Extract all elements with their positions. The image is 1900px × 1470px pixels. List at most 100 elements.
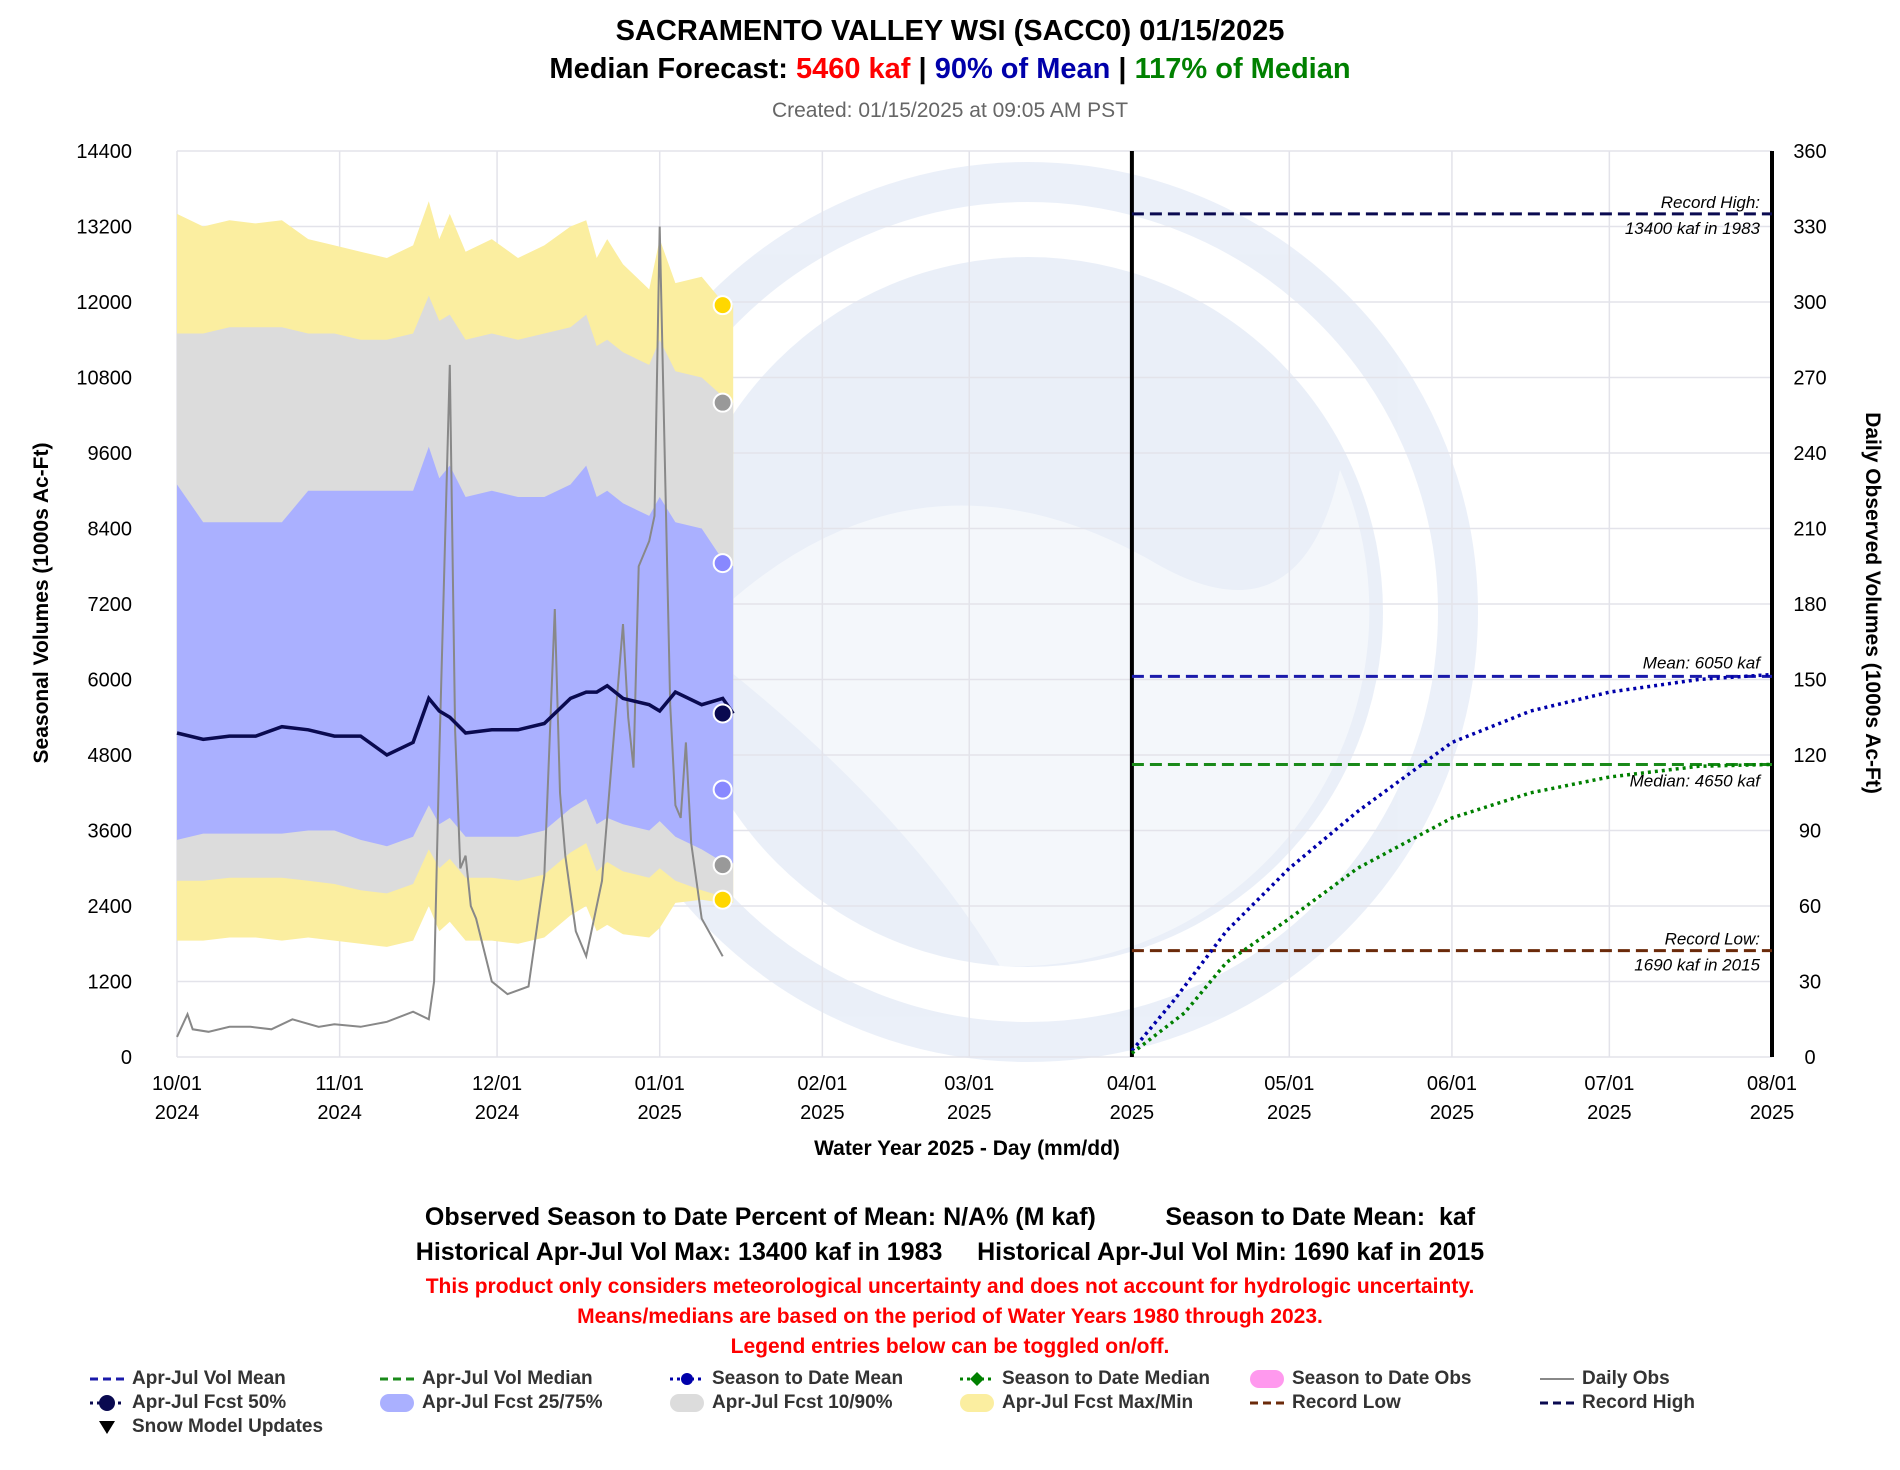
y2-tick-label: 180 [1793, 594, 1826, 616]
x-tick-year: 2025 [800, 1102, 845, 1124]
x-tick-year: 2025 [1587, 1102, 1632, 1124]
x-tick-year: 2025 [1750, 1102, 1795, 1124]
x-tick-year: 2025 [1110, 1102, 1155, 1124]
chart-subtitle: Median Forecast: 5460 kaf | 90% of Mean … [549, 53, 1350, 85]
y-tick-label: 14400 [76, 141, 132, 163]
y-tick-label: 6000 [88, 670, 133, 692]
y-tick-label: 9600 [88, 443, 133, 465]
x-tick-year: 2024 [155, 1102, 200, 1124]
legend-swatch [1250, 1370, 1284, 1388]
legend-swatch [380, 1394, 414, 1412]
y-tick-label: 1200 [88, 972, 133, 994]
y2-axis-title: Daily Observed Volumes (1000s Ac-Ft) [1861, 412, 1884, 794]
y2-tick-label: 150 [1793, 670, 1826, 692]
x-tick-label: 10/01 [152, 1073, 202, 1095]
x-tick-year: 2025 [1430, 1102, 1475, 1124]
separator-1: | [910, 53, 934, 85]
legend-label: Apr-Jul Vol Mean [132, 1368, 286, 1389]
y-tick-label: 8400 [88, 519, 133, 541]
legend: Apr-Jul Vol Mean Apr-Jul Vol Median Season… [88, 1367, 1848, 1447]
y2-tick-label: 300 [1793, 292, 1826, 314]
y-tick-label: 0 [121, 1047, 132, 1069]
legend-swatch [99, 1421, 115, 1434]
legend-swatch [960, 1394, 994, 1412]
pct-median: 117% of Median [1135, 53, 1351, 85]
legend-label: Apr-Jul Fcst 10/90% [712, 1392, 893, 1413]
legend-symbol-icon [960, 1372, 994, 1386]
pct-mean: 90% of Mean [935, 53, 1111, 85]
legend-symbol-icon [380, 1377, 414, 1381]
legend-label: Apr-Jul Fcst Max/Min [1002, 1392, 1194, 1413]
legend-symbol-icon [99, 1421, 115, 1434]
plot-area: Record High: 13400 kaf in 1983 Mean: 6050 … [176, 150, 1774, 1058]
endpoint-dot-90pct [712, 392, 733, 413]
reference-label: Mean: 6050 kaf [1643, 653, 1762, 672]
axes: 0120024003600480060007200840096001080012… [76, 141, 1826, 1124]
y2-tick-label: 90 [1799, 821, 1821, 843]
footer-observed: Observed Season to Date Percent of Mean:… [424, 1203, 1476, 1231]
x-tick-year: 2024 [475, 1102, 520, 1124]
footer-note-period: Means/medians are based on the period of… [577, 1305, 1323, 1328]
noaa-watermark [578, 162, 1478, 1062]
legend-label: Daily Obs [1582, 1368, 1670, 1389]
noaa-watermark-bird [690, 470, 1370, 967]
y2-tick-label: 270 [1793, 368, 1826, 390]
y-tick-label: 10800 [76, 368, 132, 390]
legend-symbol-icon [90, 1395, 124, 1411]
y2-tick-label: 210 [1793, 519, 1826, 541]
legend-symbol-icon [670, 1394, 704, 1412]
legend-symbol-icon [380, 1394, 414, 1412]
y2-tick-label: 0 [1804, 1047, 1815, 1069]
y-axis-title: Seasonal Volumes (1000s Ac-Ft) [30, 443, 53, 764]
footer-historical: Historical Apr-Jul Vol Max: 13400 kaf in… [415, 1238, 1485, 1266]
x-tick-year: 2025 [1267, 1102, 1312, 1124]
y2-tick-label: 30 [1799, 972, 1821, 994]
band-25-75 [177, 446, 734, 864]
separator-2: | [1110, 53, 1134, 85]
y-tick-label: 2400 [88, 896, 133, 918]
endpoint-dot-75pct [712, 553, 733, 574]
y-tick-label: 3600 [88, 821, 133, 843]
x-tick-label: 03/01 [944, 1073, 994, 1095]
x-tick-year: 2025 [947, 1102, 992, 1124]
x-tick-year: 2024 [317, 1102, 362, 1124]
endpoint-dot-50pct [712, 703, 733, 724]
legend-label: Season to Date Obs [1292, 1368, 1472, 1389]
x-tick-label: 04/01 [1107, 1073, 1157, 1095]
x-tick-label: 02/01 [797, 1073, 847, 1095]
legend-label: Apr-Jul Fcst 50% [132, 1392, 287, 1413]
daily-obs-line [176, 226, 724, 1038]
chart-title: SACRAMENTO VALLEY WSI (SACC0) 01/15/2025 [616, 15, 1285, 47]
legend-symbol-icon [1250, 1370, 1284, 1388]
endpoint-dot-25pct [712, 779, 733, 800]
legend-label: Record Low [1292, 1392, 1401, 1413]
y2-tick-label: 120 [1793, 745, 1826, 767]
legend-symbol-icon [1540, 1378, 1574, 1380]
legend-label: Apr-Jul Vol Median [422, 1368, 593, 1389]
legend-swatch [970, 1372, 984, 1386]
reference-label: Median: 4650 kaf [1630, 771, 1763, 790]
y2-tick-label: 240 [1793, 443, 1826, 465]
footer-note-legend: Legend entries below can be toggled on/o… [730, 1335, 1170, 1358]
x-tick-label: 08/01 [1747, 1073, 1797, 1095]
legend-symbol-icon [670, 1373, 704, 1385]
footer-note-uncertainty: This product only considers meteorologic… [425, 1275, 1475, 1298]
reference-label: 1690 kaf in 2015 [1634, 956, 1760, 975]
legend-swatch [670, 1394, 704, 1412]
legend-swatch [99, 1395, 115, 1411]
legend-swatch [681, 1373, 693, 1385]
y2-tick-label: 60 [1799, 896, 1821, 918]
endpoint-dot-10pct [712, 855, 733, 876]
x-tick-label: 01/01 [635, 1073, 685, 1095]
x-axis-title: Water Year 2025 - Day (mm/dd) [814, 1137, 1120, 1160]
x-tick-label: 07/01 [1584, 1073, 1634, 1095]
reference-label: Record High: [1661, 193, 1760, 212]
y-tick-label: 13200 [76, 217, 132, 239]
x-tick-label: 12/01 [472, 1073, 522, 1095]
legend-symbol-icon [1540, 1401, 1574, 1405]
legend-label: Season to Date Median [1002, 1368, 1210, 1389]
x-tick-label: 11/01 [315, 1073, 364, 1095]
legend-label: Season to Date Mean [712, 1368, 904, 1389]
reference-label: Record Low: [1665, 930, 1761, 949]
